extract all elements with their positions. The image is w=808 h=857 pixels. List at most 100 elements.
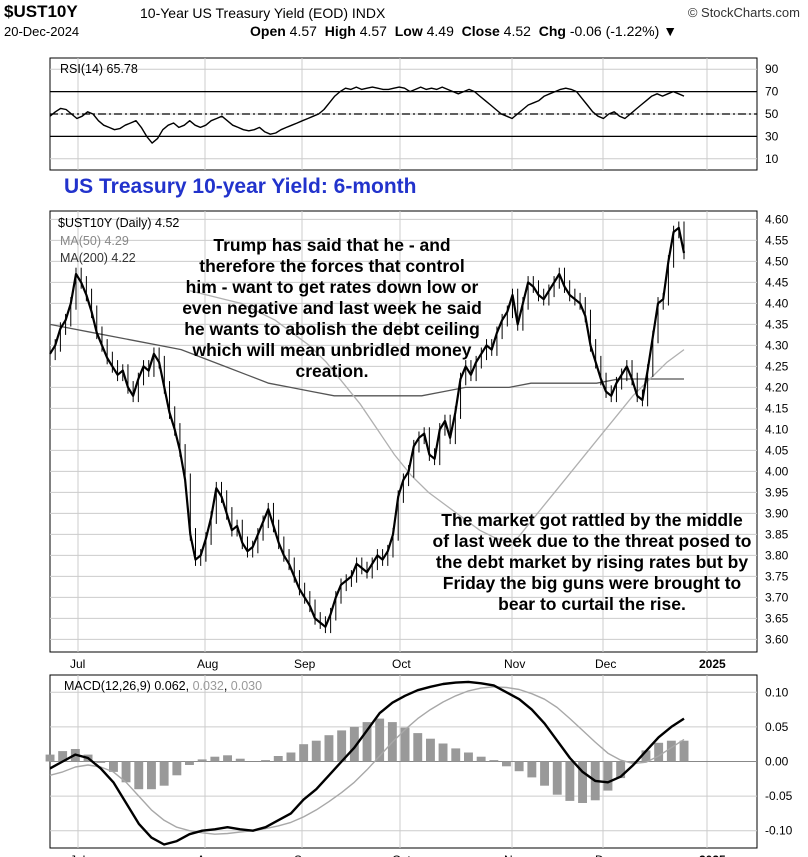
macd-histogram-bar bbox=[286, 752, 296, 762]
xtick-label: 2025 bbox=[699, 853, 726, 857]
chg-label: Chg bbox=[538, 23, 566, 39]
xtick-label: Sep bbox=[294, 853, 316, 857]
macd-histogram-bar bbox=[641, 750, 651, 762]
macd-histogram-bar bbox=[603, 761, 613, 791]
macd-histogram-bar bbox=[362, 722, 372, 762]
macd-histogram-bar bbox=[527, 761, 537, 778]
macd-histogram-bar bbox=[552, 761, 562, 795]
macd-histogram-bar bbox=[45, 754, 55, 762]
xtick-label: Oct bbox=[392, 657, 411, 671]
chevron-down-icon[interactable]: ▼ bbox=[663, 23, 678, 39]
price-ytick-label: 3.60 bbox=[765, 632, 789, 646]
overlay-title: US Treasury 10-year Yield: 6-month bbox=[64, 175, 417, 198]
price-ytick-label: 4.00 bbox=[765, 464, 789, 478]
close-label: Close bbox=[461, 23, 500, 39]
macd-histogram-bar bbox=[311, 740, 321, 762]
ma200-line bbox=[49, 323, 684, 397]
price-ytick-label: 3.75 bbox=[765, 569, 789, 583]
macd-histogram-bar bbox=[134, 761, 144, 790]
xtick-label: Sep bbox=[294, 657, 316, 671]
macd-histogram-bar bbox=[58, 751, 68, 762]
macd-histogram-bar bbox=[185, 761, 194, 765]
open-value: 4.57 bbox=[289, 23, 317, 39]
ohlc-readout: Open 4.57 High 4.57 Low 4.49 Close 4.52 … bbox=[250, 23, 677, 39]
macd-histogram-bar bbox=[109, 761, 118, 772]
price-ytick-label: 3.65 bbox=[765, 611, 789, 625]
close-value: 4.52 bbox=[503, 23, 531, 39]
low-value: 4.49 bbox=[426, 23, 454, 39]
date-label: 20-Dec-2024 bbox=[4, 24, 80, 39]
macd-ytick-label: 0.00 bbox=[765, 755, 789, 769]
rsi-ytick-label: 10 bbox=[765, 152, 779, 166]
price-ytick-label: 3.70 bbox=[765, 590, 789, 604]
macd-legend-label: MACD(12,26,9) bbox=[64, 679, 151, 693]
macd-histogram-bar bbox=[514, 761, 524, 772]
macd-ytick-label: 0.10 bbox=[765, 685, 789, 699]
signal-legend-value: 0.032 bbox=[192, 679, 224, 693]
macd-histogram-bar bbox=[464, 752, 473, 762]
rsi-line bbox=[49, 86, 685, 144]
price-ytick-label: 4.05 bbox=[765, 443, 789, 457]
macd-histogram-bar bbox=[96, 761, 106, 763]
macd-histogram-bar bbox=[476, 756, 486, 762]
open-label: Open bbox=[250, 23, 286, 39]
xtick-label: 2025 bbox=[699, 657, 726, 671]
macd-histogram-bar bbox=[679, 740, 689, 762]
macd-histogram-bar bbox=[654, 742, 664, 762]
macd-histogram-bar bbox=[349, 726, 359, 762]
macd-histogram-bar bbox=[299, 744, 309, 762]
xtick-label: Aug bbox=[197, 657, 218, 671]
xtick-label: Nov bbox=[504, 853, 525, 857]
macd-histogram-bar bbox=[235, 758, 245, 762]
price-ytick-label: 4.10 bbox=[765, 422, 789, 436]
ma200-legend-text: MA(200) 4.22 bbox=[60, 251, 136, 265]
macd-histogram-bar bbox=[197, 759, 207, 762]
rsi-ytick-label: 90 bbox=[765, 62, 779, 76]
xtick-label: Nov bbox=[504, 657, 525, 671]
macd-ytick-label: -0.05 bbox=[765, 789, 793, 803]
macd-histogram-bar bbox=[565, 761, 575, 801]
ma50-legend: MA(50) 4.29 bbox=[60, 234, 129, 248]
xtick-label: Oct bbox=[392, 853, 411, 857]
macd-histogram-bar bbox=[502, 761, 511, 767]
macd-histogram-bar bbox=[159, 761, 169, 786]
price-ytick-label: 4.50 bbox=[765, 254, 789, 268]
macd-histogram-bar bbox=[578, 761, 587, 803]
price-panel-frame bbox=[49, 210, 758, 653]
macd-histogram-bar bbox=[223, 755, 232, 762]
macd-histogram-bar bbox=[273, 756, 283, 762]
symbol-label: $UST10Y bbox=[4, 2, 78, 21]
price-ytick-label: 4.55 bbox=[765, 233, 789, 247]
high-value: 4.57 bbox=[359, 23, 387, 39]
price-ytick-label: 4.20 bbox=[765, 380, 789, 394]
high-label: High bbox=[324, 23, 356, 39]
macd-histogram-bar bbox=[451, 748, 461, 762]
rsi-ytick-label: 70 bbox=[765, 85, 779, 99]
price-ytick-label: 4.25 bbox=[765, 359, 789, 373]
macd-histogram-bar bbox=[337, 730, 347, 762]
hist-legend-value: 0.030 bbox=[230, 679, 263, 693]
macd-histogram-bar bbox=[413, 733, 423, 762]
chg-value: -0.06 (-1.22%) bbox=[569, 23, 660, 39]
ma50-legend-text: MA(50) 4.29 bbox=[60, 234, 129, 248]
macd-legend: MACD(12,26,9) 0.062, 0.032, 0.030 bbox=[64, 679, 263, 693]
macd-histogram-bar bbox=[147, 761, 156, 790]
price-ytick-label: 4.15 bbox=[765, 401, 789, 415]
price-legend-symbol: $UST10Y (Daily) 4.52 bbox=[58, 216, 179, 230]
price-ytick-label: 4.30 bbox=[765, 338, 789, 352]
xtick-label: Jul bbox=[70, 657, 85, 671]
macd-legend-value: 0.062 bbox=[154, 679, 186, 693]
rsi-ytick-label: 30 bbox=[765, 129, 779, 143]
annotation-left: Trump has said that he - and therefore t… bbox=[182, 235, 482, 381]
macd-ytick-label: -0.10 bbox=[765, 824, 793, 838]
macd-histogram-bar bbox=[400, 727, 410, 762]
price-ytick-label: 3.85 bbox=[765, 527, 789, 541]
price-ytick-label: 4.45 bbox=[765, 275, 789, 289]
annotation-right: The market got rattled by the middle of … bbox=[432, 510, 752, 614]
macd-signal-line bbox=[49, 686, 685, 835]
macd-ytick-label: 0.05 bbox=[765, 720, 789, 734]
macd-histogram-bar bbox=[540, 761, 549, 786]
xtick-label: Aug bbox=[197, 853, 218, 857]
macd-histogram-bar bbox=[324, 735, 334, 762]
